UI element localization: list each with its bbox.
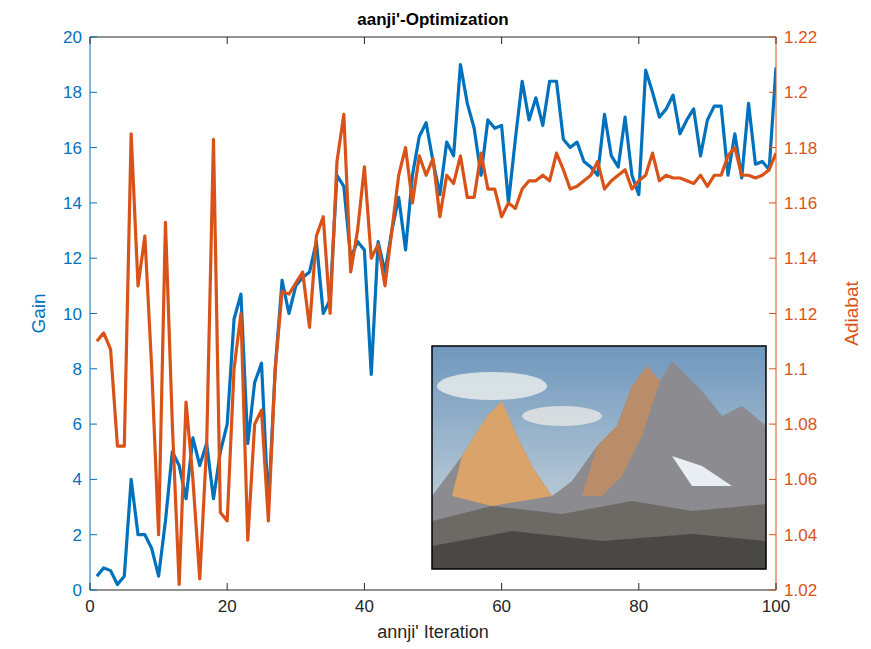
- y-tick: [90, 368, 97, 369]
- y2-tick: [769, 313, 776, 314]
- y2-tick: [769, 424, 776, 425]
- x-tick-label: 60: [492, 597, 511, 616]
- x-tick-top: [776, 37, 777, 44]
- y2-tick-label: 1.02: [784, 581, 817, 600]
- x-axis: [90, 590, 776, 591]
- x-axis-title: annji' Iteration: [377, 622, 489, 642]
- y-tick-label: 20: [63, 28, 82, 47]
- y2-tick-label: 1.14: [784, 249, 817, 268]
- y-tick-label: 12: [63, 249, 82, 268]
- x-tick-label: 0: [85, 597, 94, 616]
- chart-title: aanji'-Optimization: [357, 10, 508, 29]
- y2-tick: [769, 590, 776, 591]
- y-axis-title: Gain: [28, 293, 49, 333]
- inset-mountain: [432, 361, 766, 569]
- y2-tick: [769, 202, 776, 203]
- x-tick: [501, 583, 502, 590]
- x-tick-top: [227, 37, 228, 44]
- y-tick-label: 0: [73, 581, 82, 600]
- y2-tick: [769, 258, 776, 259]
- x-tick: [90, 583, 91, 590]
- x-tick-top: [638, 37, 639, 44]
- y2-tick-label: 1.16: [784, 194, 817, 213]
- y2-tick: [769, 92, 776, 93]
- inset-sky: [432, 346, 766, 569]
- x-tick-label: 80: [629, 597, 648, 616]
- y2-tick: [769, 368, 776, 369]
- x-tick-top: [364, 37, 365, 44]
- y-tick: [90, 534, 97, 535]
- series-line: [97, 114, 776, 584]
- y-tick: [90, 147, 97, 148]
- y2-tick-label: 1.1: [784, 360, 808, 379]
- y-tick-label: 2: [73, 526, 82, 545]
- y-tick: [90, 92, 97, 93]
- y-tick-label: 14: [63, 194, 82, 213]
- x-tick: [227, 583, 228, 590]
- y2-axis-title: Adiabat: [841, 281, 862, 346]
- inset-photo: [432, 346, 766, 569]
- inset-peak-lit: [582, 366, 660, 496]
- y-tick: [90, 424, 97, 425]
- y-tick-label: 4: [73, 470, 82, 489]
- x-tick: [776, 583, 777, 590]
- x-tick-label: 20: [218, 597, 237, 616]
- y-tick-label: 8: [73, 360, 82, 379]
- y2-tick-label: 1.08: [784, 415, 817, 434]
- y-tick-label: 10: [63, 305, 82, 324]
- y-tick: [90, 479, 97, 480]
- x-tick: [364, 583, 365, 590]
- y-tick: [90, 202, 97, 203]
- x-tick-top: [501, 37, 502, 44]
- y2-tick: [769, 37, 776, 38]
- inset-cloud: [522, 406, 602, 426]
- inset-border: [432, 346, 766, 569]
- x-tick-top: [90, 37, 91, 44]
- y2-tick: [769, 147, 776, 148]
- chart: 020406080100024681012141618201.021.041.0…: [0, 0, 871, 649]
- y2-tick-label: 1.04: [784, 526, 817, 545]
- inset-snow: [672, 456, 732, 486]
- inset-cloud: [437, 372, 547, 400]
- y-tick-label: 16: [63, 139, 82, 158]
- x-tick: [638, 583, 639, 590]
- inset-peak-lit: [452, 401, 552, 506]
- series-line: [97, 65, 776, 585]
- y-tick: [90, 37, 97, 38]
- y-tick: [90, 590, 97, 591]
- inset-foreground: [432, 501, 766, 569]
- frame-top: [90, 37, 776, 38]
- y2-tick: [769, 534, 776, 535]
- plot-lines: [97, 65, 776, 585]
- y2-tick: [769, 479, 776, 480]
- y2-tick-label: 1.06: [784, 470, 817, 489]
- y2-tick-label: 1.12: [784, 305, 817, 324]
- y-tick-label: 6: [73, 415, 82, 434]
- y2-tick-label: 1.2: [784, 83, 808, 102]
- y-tick: [90, 313, 97, 314]
- y2-tick-label: 1.22: [784, 28, 817, 47]
- inset-foreground-dark: [432, 531, 766, 569]
- y-tick: [90, 258, 97, 259]
- y2-tick-label: 1.18: [784, 139, 817, 158]
- y-tick-label: 18: [63, 83, 82, 102]
- x-tick-label: 40: [355, 597, 374, 616]
